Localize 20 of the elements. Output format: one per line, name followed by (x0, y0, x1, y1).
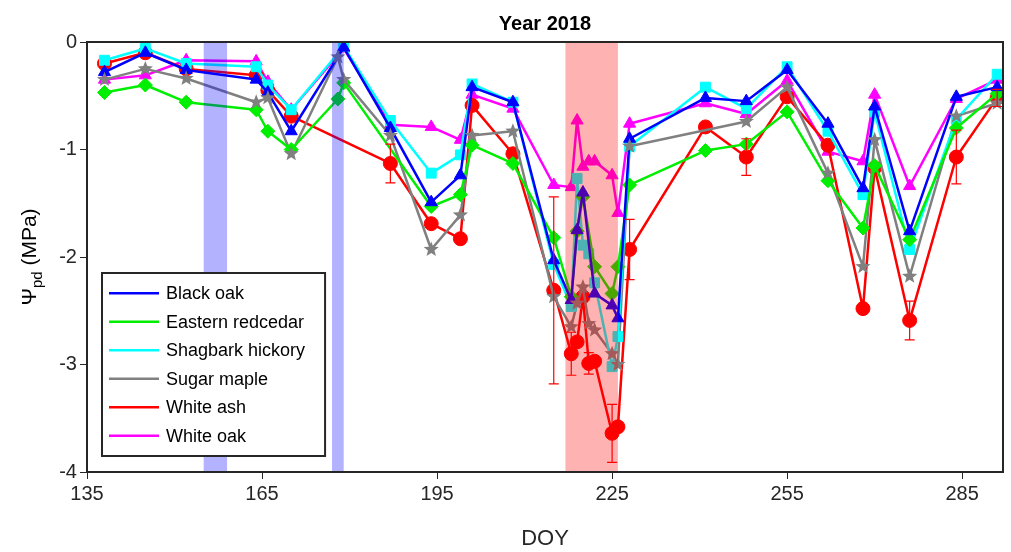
legend-label: Black oak (166, 283, 246, 304)
legend-label: Sugar maple (166, 368, 269, 389)
chart-title: Year 2018 (498, 11, 592, 34)
legend-label: Shagbark hickory (166, 340, 306, 361)
y-tick-label: -3 (59, 352, 77, 375)
x-axis-title: DOY (521, 524, 570, 550)
legend-label: Eastern redcedar (166, 311, 305, 332)
y-tick-label: -1 (59, 137, 77, 160)
legend-label: White oak (166, 425, 248, 446)
x-tick-label: 195 (420, 481, 454, 504)
x-tick-label: 225 (595, 481, 629, 504)
x-tick-label: 255 (770, 481, 804, 504)
x-tick-label: 285 (945, 481, 979, 504)
legend-label: White ash (166, 397, 247, 418)
y-tick-label: -4 (59, 459, 77, 482)
y-tick-label: 0 (65, 29, 77, 52)
y-tick-label: -2 (59, 244, 77, 267)
y-axis-title: Ψpd (MPa) (17, 208, 45, 306)
x-tick-label: 165 (245, 481, 279, 504)
x-tick-label: 135 (70, 481, 104, 504)
